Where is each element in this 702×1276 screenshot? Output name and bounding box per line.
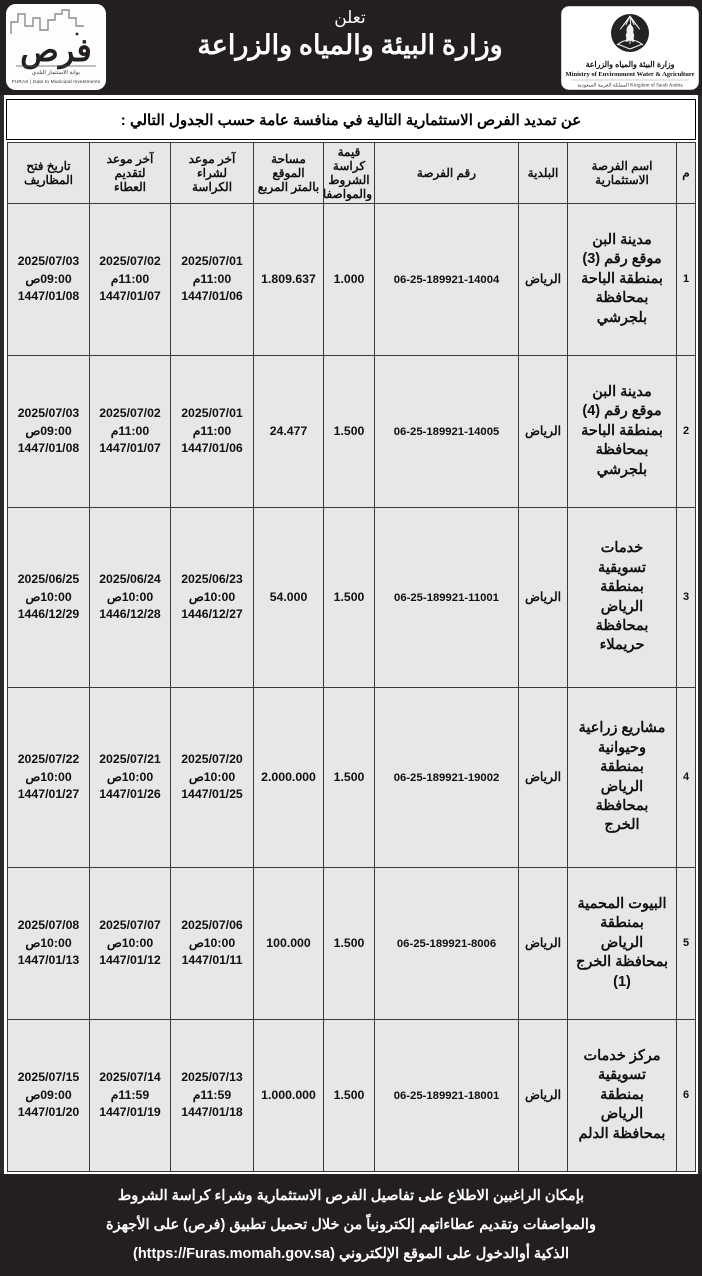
svg-text:بوابة الاستثمار البلدي: بوابة الاستثمار البلدي [32,69,81,76]
svg-text:FURAS | Gate to Municipal Inve: FURAS | Gate to Municipal Investments [12,79,101,85]
svg-text:وزارة البيئة والمياه والزراعة: وزارة البيئة والمياه والزراعة [586,60,675,70]
svg-text:فرص: فرص [20,32,92,70]
svg-text:Kingdom of Saudi Arabia المم: Kingdom of Saudi Arabia المملكة العربية … [577,82,683,89]
svg-text:Ministry of Environment Water: Ministry of Environment Water & Agricult… [566,71,695,78]
